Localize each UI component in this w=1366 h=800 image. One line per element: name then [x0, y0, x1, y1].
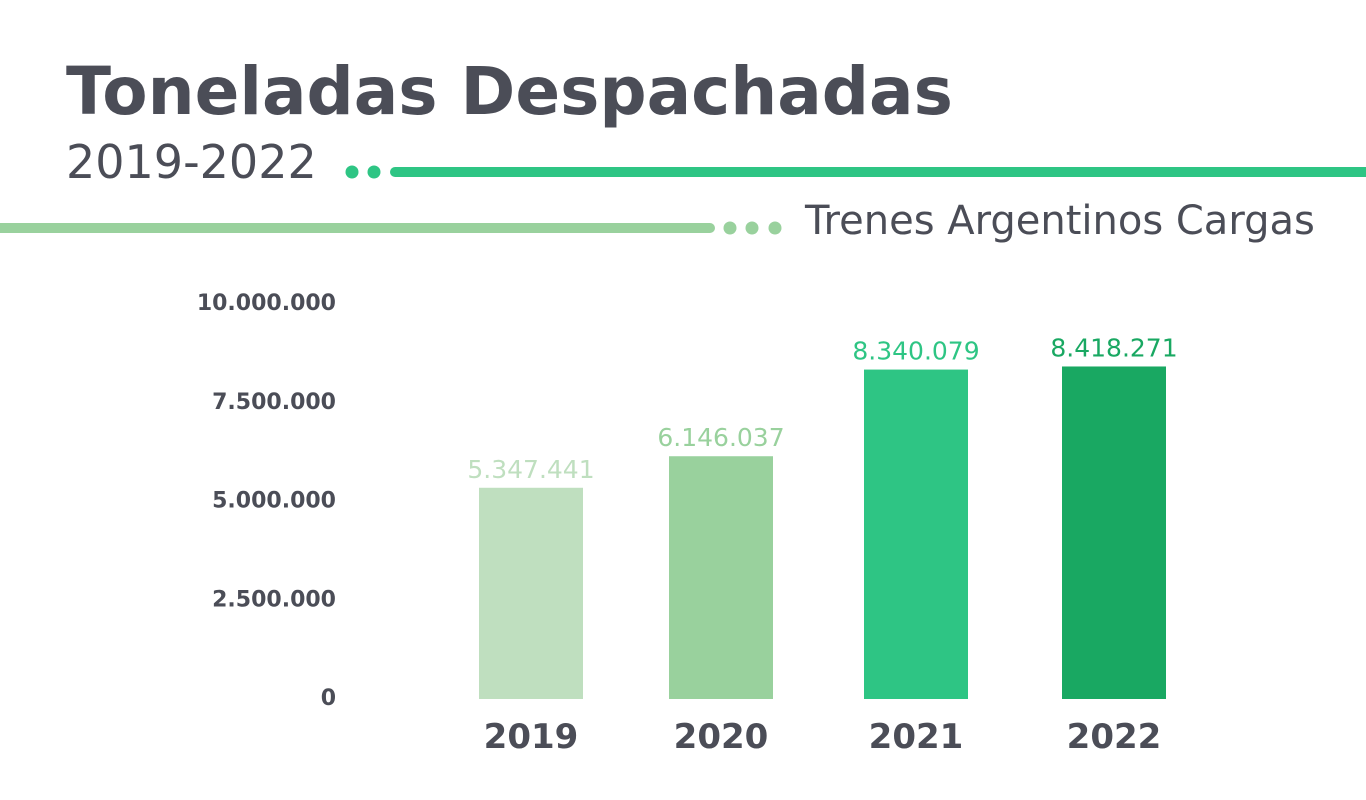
data-label: 8.418.271 [1050, 333, 1177, 362]
chart-title: Toneladas Despachadas [66, 53, 953, 130]
y-tick-label: 10.000.000 [197, 291, 336, 316]
bar-2022 [1062, 366, 1166, 699]
data-label: 6.146.037 [657, 423, 784, 452]
y-tick-label: 2.500.000 [212, 587, 336, 612]
bar-2020 [669, 456, 773, 699]
bar-2019 [479, 487, 583, 699]
x-tick-label: 2022 [1067, 717, 1162, 757]
y-tick-label: 7.500.000 [212, 390, 336, 415]
chart-subtitle: 2019-2022 [66, 135, 317, 189]
x-tick-label: 2020 [674, 717, 769, 757]
data-label: 8.340.079 [852, 337, 979, 366]
x-tick-label: 2021 [869, 717, 964, 757]
y-tick-label: 0 [321, 686, 336, 711]
bar-2021 [864, 369, 968, 699]
y-tick-label: 5.000.000 [212, 489, 336, 514]
decor-line-bottom [0, 221, 782, 235]
data-label: 5.347.441 [467, 455, 594, 484]
bars: 5.347.441 2019 6.146.037 2020 8.340.079 2021 8… [467, 333, 1177, 757]
y-axis: 0 2.500.000 5.000.000 7.500.000 10.000.000 [197, 291, 336, 711]
chart-source: Trenes Argentinos Cargas [804, 198, 1315, 244]
decor-line-top [345, 165, 1366, 179]
x-tick-label: 2019 [484, 717, 579, 757]
